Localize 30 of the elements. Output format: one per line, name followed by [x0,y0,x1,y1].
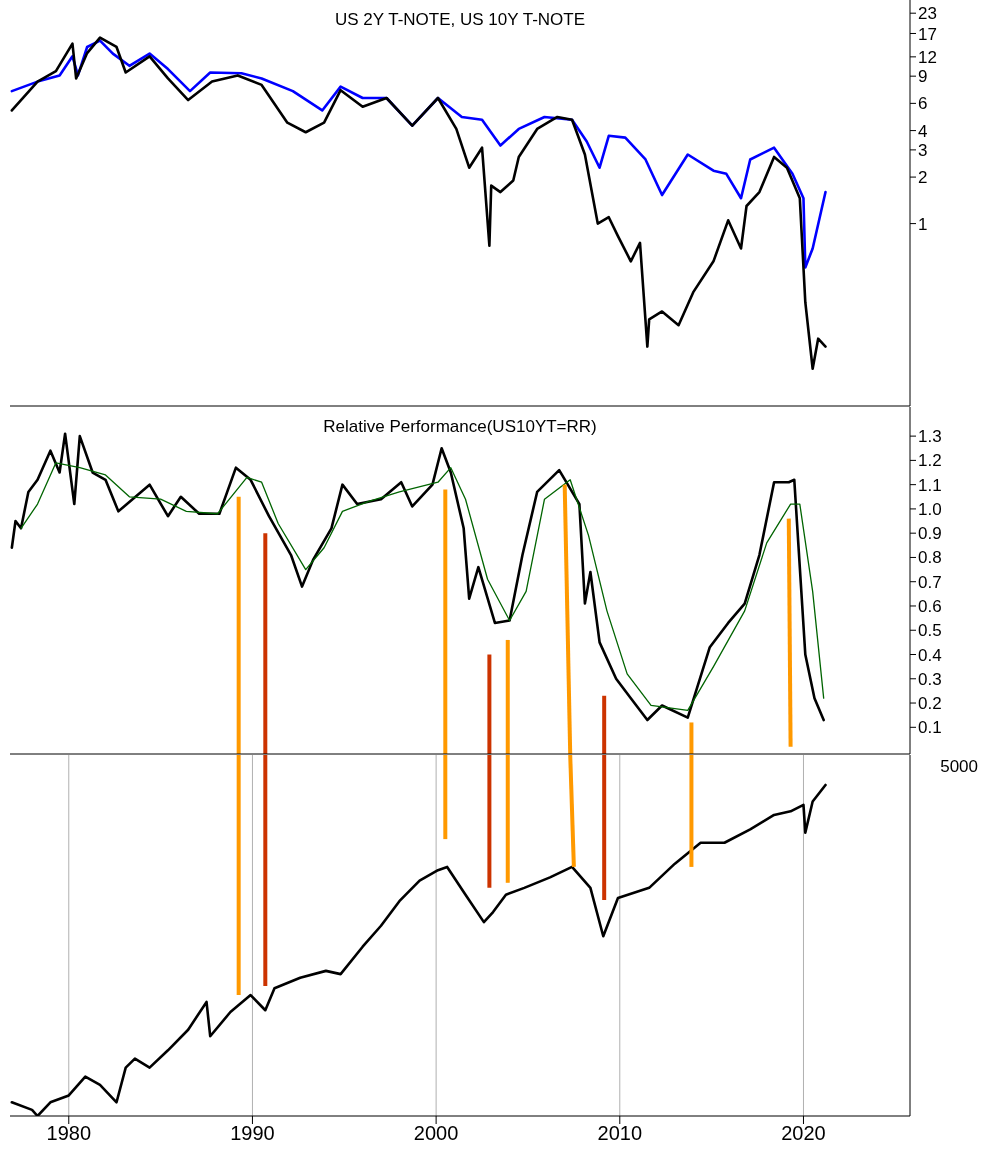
x-tick-label: 1980 [46,1122,92,1145]
y-tick-label: 1.1 [918,475,942,495]
text: Relative Performance(US10YT=RR) [322,417,598,437]
y-tick-label: 12 [918,47,937,67]
y-tick-label: 17 [918,24,937,44]
y-tick-label: 0.5 [918,621,942,641]
y-tick-label: 0.7 [918,572,942,592]
y-tick-label: 0.4 [918,645,942,665]
y-tick-label: 0.8 [918,548,942,568]
x-tick-label: 2020 [781,1122,826,1145]
y-tick-label: 1 [918,214,928,234]
y-tick-label: 9 [918,67,928,87]
y-tick-label: 0.3 [918,669,942,689]
y-tick-label: 3 [918,140,928,160]
x-tick-label: 2010 [597,1122,643,1145]
y-tick-label: 1.3 [918,427,942,447]
y-tick-label: 2 [918,168,928,188]
y-tick-label: 0.6 [918,597,942,617]
text: 5000 [940,757,978,777]
y-tick-label: 6 [918,94,928,114]
y-tick-label: 1.2 [918,451,942,471]
x-tick-label: 1990 [230,1122,275,1145]
y-tick-label: 23 [918,4,937,24]
y-tick-label: 0.9 [918,524,942,544]
y-tick-label: 1.0 [918,499,942,519]
y-tick-label: 0.1 [918,718,942,738]
y-tick-label: 0.2 [918,694,942,714]
y-tick-label: 4 [918,121,928,141]
x-tick-label: 2000 [413,1122,459,1145]
text: US 2Y T-NOTE, US 10Y T-NOTE [333,10,586,30]
